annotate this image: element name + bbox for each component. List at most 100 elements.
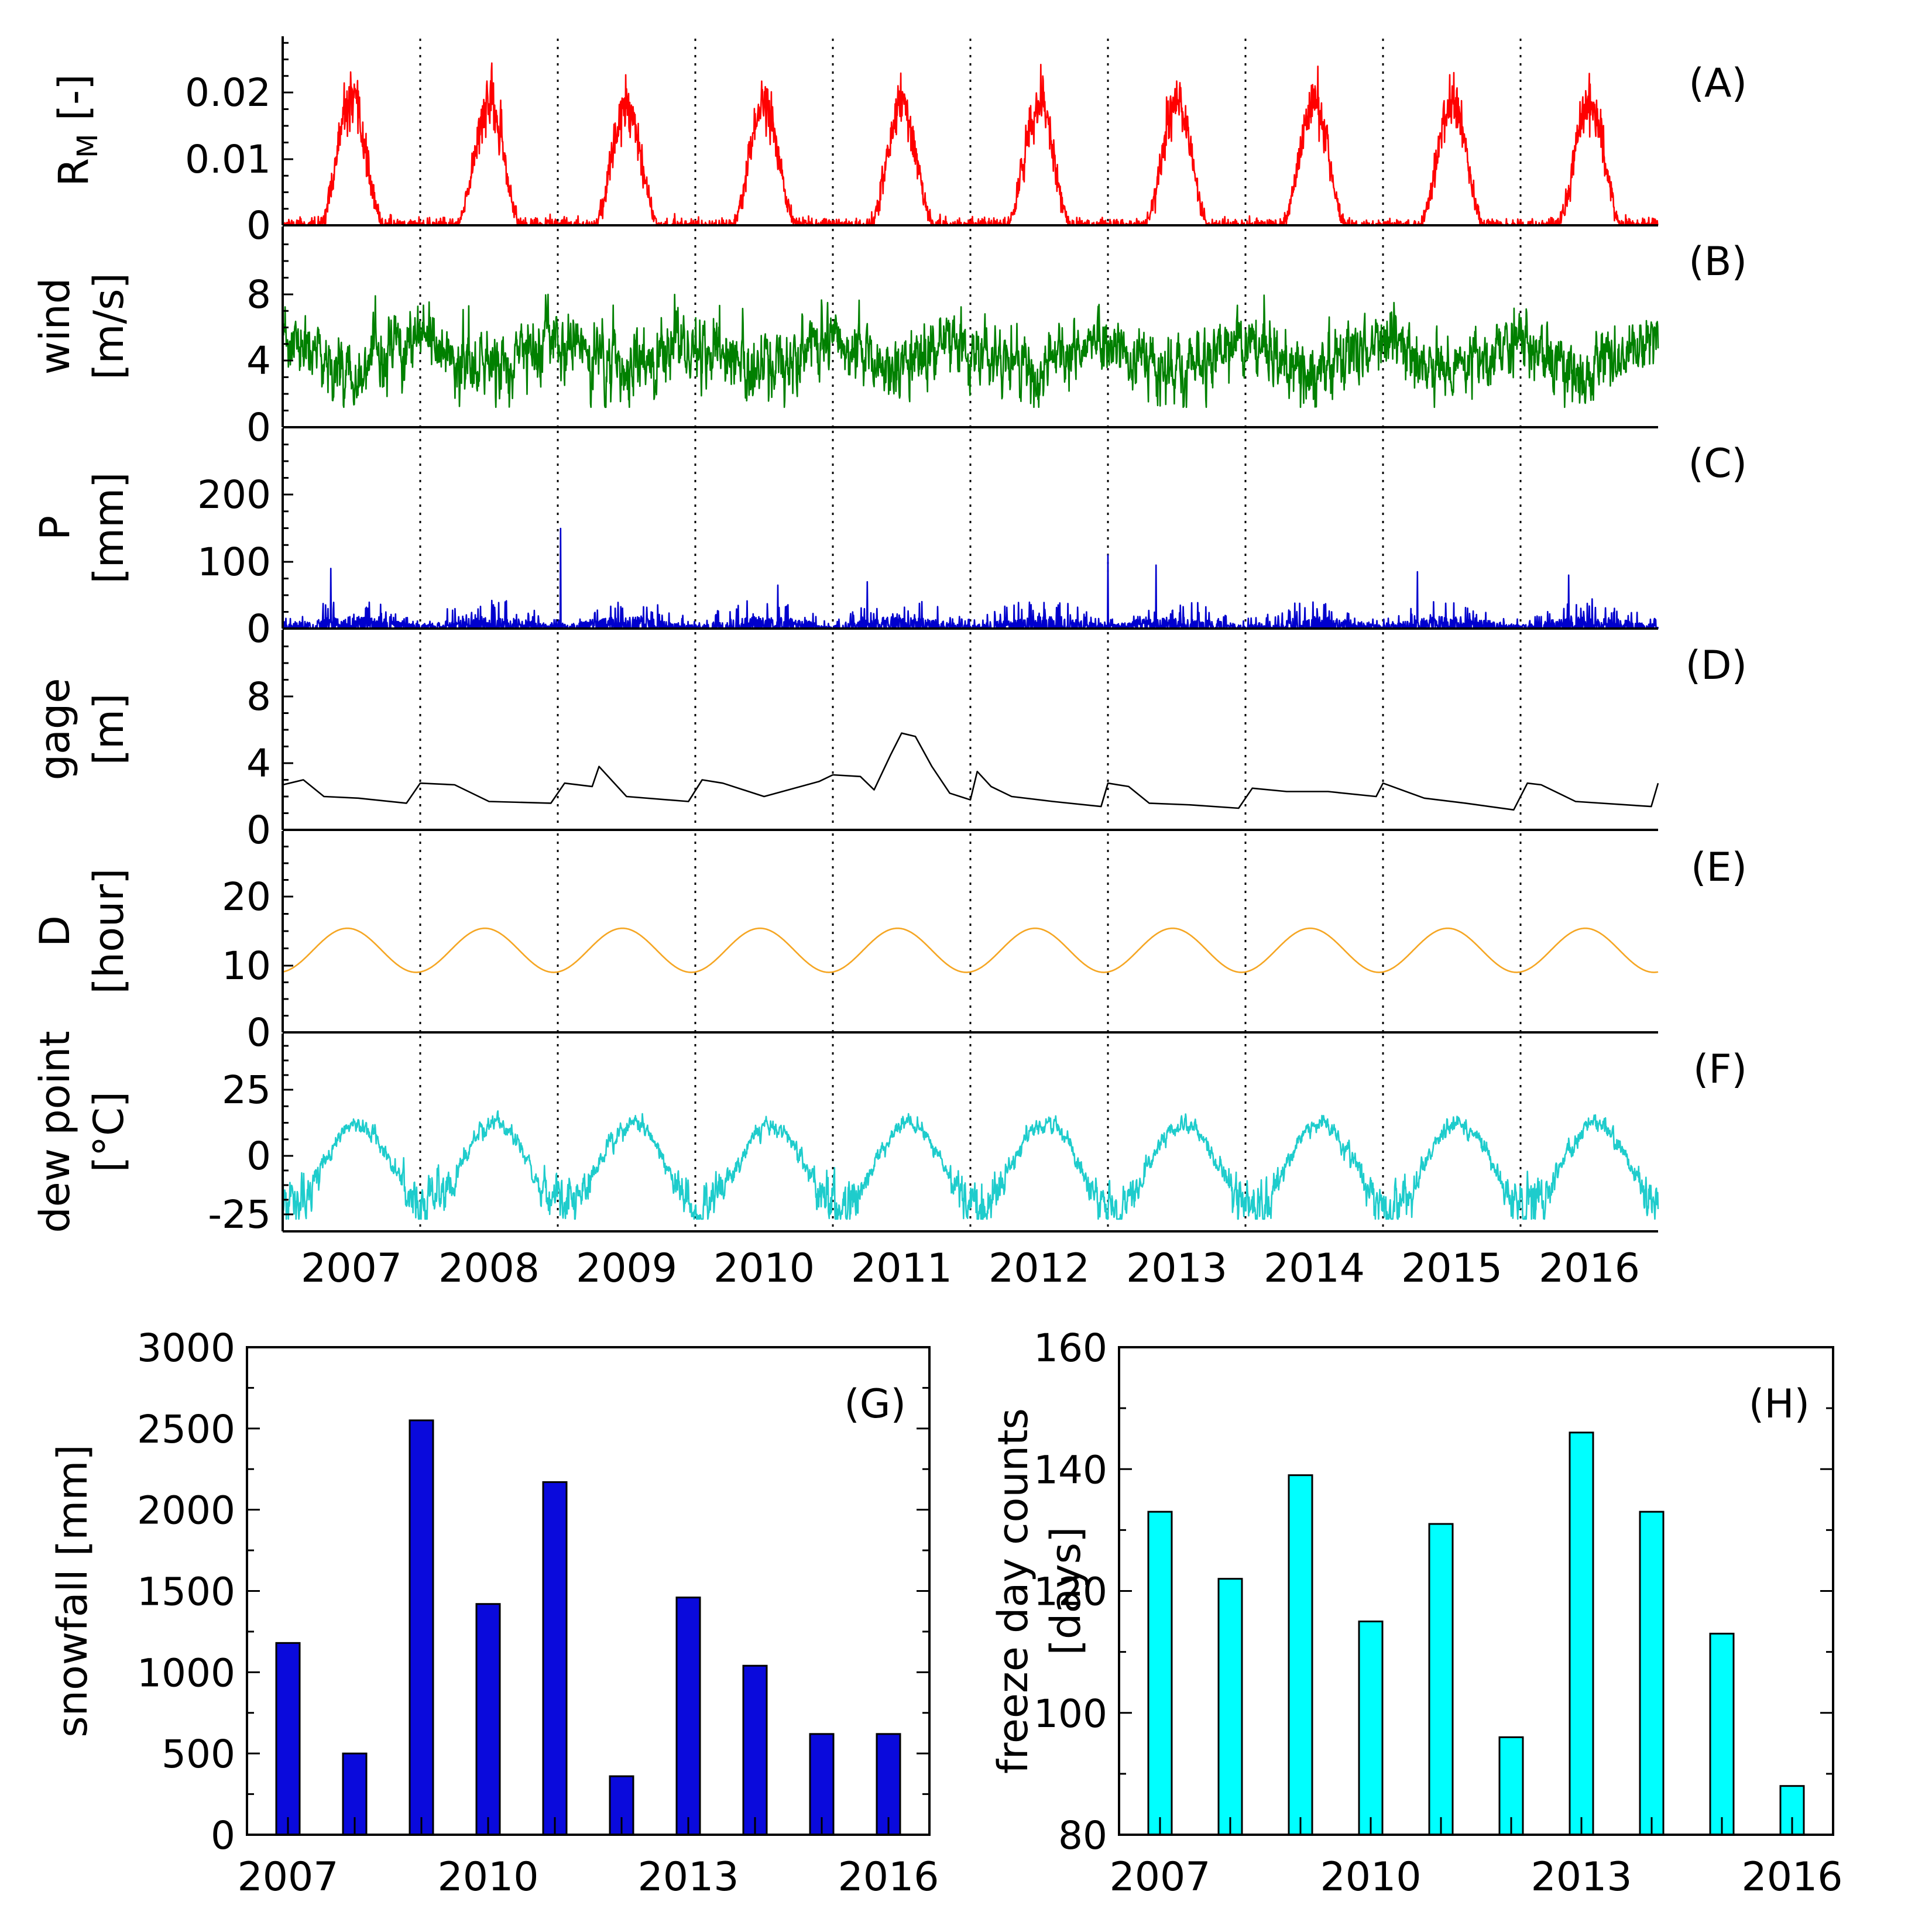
xtick-label: 2009 [576, 1245, 677, 1292]
bar-2014 [742, 1664, 768, 1836]
y-axis-title-subscript: M [71, 134, 104, 158]
ytick-label: 200 [197, 472, 271, 517]
xtick-label: 2008 [438, 1245, 540, 1292]
series-line-d [282, 732, 1659, 811]
y-axis-title-line2-h: [days] [1042, 1527, 1090, 1656]
y-axis-title-line1-f: dew point [31, 1031, 79, 1233]
ytick-label: 100 [197, 540, 271, 585]
ytick-label: 3000 [137, 1326, 235, 1371]
ytick-label: 0 [246, 1010, 271, 1055]
y-axis-title-line2-c: [mm] [85, 472, 133, 584]
y-axis-title-line2-d: [m] [85, 694, 133, 765]
ytick-label: 0.01 [185, 137, 271, 182]
ytick-label: 0 [246, 405, 271, 450]
ytick-label: 4 [246, 338, 271, 383]
xtick-label: 2013 [1126, 1245, 1227, 1292]
y-axis-title-line1-b: wind [31, 278, 79, 375]
bar-2007 [1147, 1511, 1173, 1836]
ytick-label: 2000 [137, 1488, 235, 1533]
xtick-label: 2014 [1264, 1245, 1365, 1292]
y-axis-title-line1-c: P [31, 516, 79, 540]
bar-2010 [475, 1603, 501, 1836]
ytick-label: 120 [1034, 1570, 1107, 1615]
y-axis-title-line2-f: [°C] [85, 1091, 133, 1173]
ytick-label: 1500 [137, 1570, 235, 1615]
ytick-label: 0.02 [185, 70, 271, 115]
series-line-b [282, 293, 1659, 408]
bar-2007 [275, 1642, 301, 1836]
bar-2008 [1217, 1578, 1243, 1836]
xtick-label: 2016 [1741, 1854, 1842, 1900]
ytick-label: 0 [246, 606, 271, 651]
series-line-a [282, 62, 1659, 226]
ytick-label: 100 [1034, 1691, 1107, 1736]
ytick-label: 20 [222, 874, 271, 919]
bar-2014 [1639, 1511, 1665, 1836]
bar-2011 [542, 1481, 568, 1836]
panel-label-g: (G) [844, 1381, 906, 1427]
panel-label-a: (A) [1689, 60, 1747, 107]
ytick-label: 0 [246, 1134, 271, 1179]
ytick-label: 8 [246, 674, 271, 719]
ytick-label: 160 [1034, 1326, 1107, 1371]
y-axis-title-line1-h: freeze day counts [989, 1408, 1037, 1774]
xtick-label: 2013 [1530, 1854, 1632, 1900]
y-axis-title-line2-b: [m/s] [85, 273, 133, 380]
y-axis-title-a: RM [-] [50, 74, 104, 186]
panel-d: 0 4 8 (D) gage [m] [31, 630, 1747, 853]
y-axis-title-g: snowfall [mm] [49, 1444, 97, 1738]
xtick-label: 2007 [1109, 1854, 1210, 1900]
panel-label-f: (F) [1693, 1046, 1747, 1093]
panel-b: 0 4 8 (B) wind [m/s] [31, 226, 1747, 450]
y-axis-title-unit: [-] [50, 74, 98, 133]
xtick-label: 2013 [637, 1854, 739, 1900]
panel-label-e: (E) [1691, 845, 1747, 891]
y-axis-title-line2-e: [hour] [85, 868, 133, 994]
panel-f: -25 0 25 (F) dew point [°C] 2007 2008 2009 2010 20… [31, 1031, 1747, 1292]
bar-2009 [409, 1419, 434, 1836]
ytick-label: 8 [246, 272, 271, 317]
panel-h: 80 100 120 140 160 2007 2010 2013 2016 (H) freeze … [989, 1326, 1843, 1900]
panel-e: 0 10 20 (E) D [hour] [31, 831, 1747, 1055]
bar-2011 [1428, 1523, 1454, 1836]
xtick-label: 2016 [1539, 1245, 1640, 1292]
series-line-f [282, 1110, 1659, 1220]
y-axis-title-line1-e: D [31, 915, 79, 947]
ytick-label: 2500 [137, 1407, 235, 1452]
panel-label-d: (D) [1686, 643, 1747, 689]
ytick-label: 80 [1058, 1813, 1107, 1858]
ytick-label: 140 [1034, 1447, 1107, 1492]
bar-2009 [1288, 1474, 1313, 1836]
panel-a: 0 0.01 0.02 (A) RM [-] [50, 36, 1747, 248]
panel-label-c: (C) [1688, 441, 1747, 487]
ytick-label: 0 [246, 203, 271, 248]
panel-g: 0 500 1000 1500 2000 2500 3000 2007 2010 2013 2016… [49, 1326, 939, 1900]
series-line-e [282, 927, 1659, 973]
ytick-label: 500 [162, 1732, 235, 1777]
panel-label-h: (H) [1749, 1381, 1810, 1427]
xtick-label: 2010 [1320, 1854, 1421, 1900]
ytick-label: 25 [222, 1067, 271, 1113]
bar-2013 [1569, 1431, 1594, 1836]
y-axis-title-main: R [50, 158, 98, 187]
ytick-label: 0 [246, 808, 271, 853]
ytick-label: 4 [246, 741, 271, 786]
xtick-label: 2011 [851, 1245, 952, 1292]
xtick-label: 2007 [301, 1245, 402, 1292]
bar-2013 [675, 1597, 701, 1836]
panel-c: 0 100 200 (C) P [mm] [31, 428, 1747, 651]
bar-2015 [1709, 1632, 1735, 1836]
bar-2010 [1358, 1621, 1384, 1836]
xtick-label: 2010 [713, 1245, 815, 1292]
ytick-label: 10 [222, 943, 271, 988]
timeseries-panels: 00.010.02 (A)RM [-]048(B)wind [m/s]0100200… [31, 36, 1747, 1292]
xtick-label: 2010 [437, 1854, 538, 1900]
xtick-label: 2012 [989, 1245, 1090, 1292]
xtick-label: 2007 [237, 1854, 338, 1900]
y-axis-title-line1-d: gage [31, 678, 79, 781]
ytick-label: -25 [208, 1192, 271, 1237]
ytick-label: 0 [211, 1813, 235, 1858]
ytick-label: 1000 [137, 1650, 235, 1695]
